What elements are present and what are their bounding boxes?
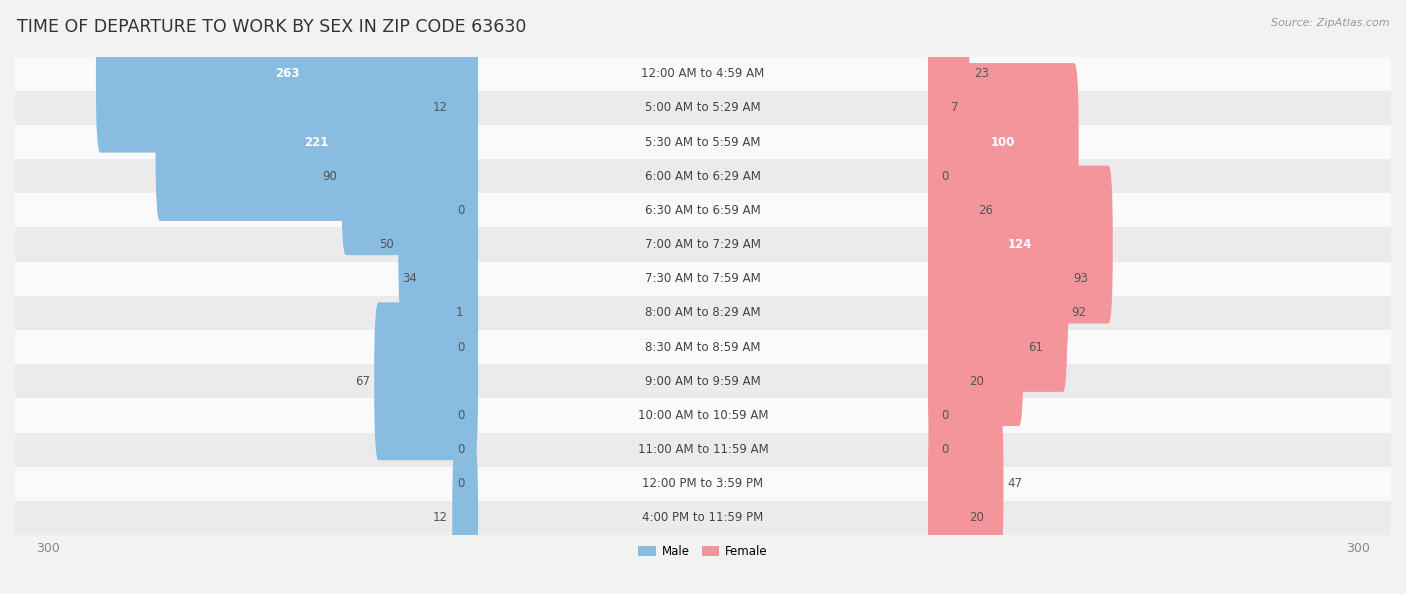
Text: 0: 0 — [457, 409, 465, 422]
Text: 20: 20 — [970, 511, 984, 525]
FancyBboxPatch shape — [342, 97, 478, 255]
Text: 100: 100 — [991, 135, 1015, 148]
Bar — [4, 364, 1402, 399]
FancyBboxPatch shape — [928, 29, 946, 187]
Text: 5:30 AM to 5:59 AM: 5:30 AM to 5:59 AM — [645, 135, 761, 148]
Text: 4:00 PM to 11:59 PM: 4:00 PM to 11:59 PM — [643, 511, 763, 525]
Bar — [4, 228, 1402, 261]
Text: 12:00 PM to 3:59 PM: 12:00 PM to 3:59 PM — [643, 478, 763, 490]
Text: 8:00 AM to 8:29 AM: 8:00 AM to 8:29 AM — [645, 307, 761, 320]
FancyBboxPatch shape — [928, 200, 1069, 358]
Text: Source: ZipAtlas.com: Source: ZipAtlas.com — [1271, 18, 1389, 28]
Text: 0: 0 — [941, 409, 949, 422]
Text: 0: 0 — [457, 443, 465, 456]
FancyBboxPatch shape — [398, 166, 478, 324]
FancyBboxPatch shape — [928, 439, 965, 594]
Text: 23: 23 — [974, 67, 988, 80]
Bar — [4, 56, 1402, 91]
FancyBboxPatch shape — [96, 0, 478, 153]
Text: 8:30 AM to 8:59 AM: 8:30 AM to 8:59 AM — [645, 340, 761, 353]
Text: 6:00 AM to 6:29 AM: 6:00 AM to 6:29 AM — [645, 170, 761, 183]
Text: 26: 26 — [979, 204, 993, 217]
Bar — [4, 432, 1402, 467]
Bar — [4, 467, 1402, 501]
Text: 7: 7 — [950, 102, 959, 115]
Text: 12:00 AM to 4:59 AM: 12:00 AM to 4:59 AM — [641, 67, 765, 80]
Text: 11:00 AM to 11:59 AM: 11:00 AM to 11:59 AM — [638, 443, 768, 456]
Text: 12: 12 — [433, 102, 449, 115]
FancyBboxPatch shape — [420, 200, 478, 358]
Text: 0: 0 — [941, 443, 949, 456]
Bar — [4, 91, 1402, 125]
FancyBboxPatch shape — [156, 63, 478, 221]
Text: 7:30 AM to 7:59 AM: 7:30 AM to 7:59 AM — [645, 272, 761, 285]
Text: 0: 0 — [941, 170, 949, 183]
FancyBboxPatch shape — [928, 405, 1004, 563]
Legend: Male, Female: Male, Female — [634, 540, 772, 563]
FancyBboxPatch shape — [453, 29, 478, 187]
FancyBboxPatch shape — [928, 0, 969, 153]
Text: 9:00 AM to 9:59 AM: 9:00 AM to 9:59 AM — [645, 375, 761, 388]
Text: TIME OF DEPARTURE TO WORK BY SEX IN ZIP CODE 63630: TIME OF DEPARTURE TO WORK BY SEX IN ZIP … — [17, 18, 526, 36]
Text: 124: 124 — [1008, 238, 1032, 251]
Bar — [4, 501, 1402, 535]
Text: 12: 12 — [433, 511, 449, 525]
Text: 93: 93 — [1073, 272, 1088, 285]
Text: 67: 67 — [354, 375, 370, 388]
Text: 1: 1 — [456, 307, 464, 320]
Text: 263: 263 — [274, 67, 299, 80]
Text: 47: 47 — [1008, 478, 1022, 490]
Text: 50: 50 — [380, 238, 394, 251]
FancyBboxPatch shape — [928, 302, 965, 460]
Text: 221: 221 — [305, 135, 329, 148]
Bar — [4, 193, 1402, 228]
Bar — [4, 330, 1402, 364]
Text: 5:00 AM to 5:29 AM: 5:00 AM to 5:29 AM — [645, 102, 761, 115]
Text: 0: 0 — [457, 340, 465, 353]
Text: 92: 92 — [1071, 307, 1087, 320]
Text: 20: 20 — [970, 375, 984, 388]
Text: 61: 61 — [1028, 340, 1043, 353]
Text: 0: 0 — [457, 204, 465, 217]
Bar — [4, 399, 1402, 432]
Text: 90: 90 — [322, 170, 337, 183]
FancyBboxPatch shape — [928, 268, 1024, 426]
Bar — [4, 296, 1402, 330]
FancyBboxPatch shape — [928, 234, 1067, 392]
Text: 34: 34 — [402, 272, 416, 285]
FancyBboxPatch shape — [374, 302, 478, 460]
FancyBboxPatch shape — [453, 439, 478, 594]
FancyBboxPatch shape — [928, 63, 1078, 221]
Text: 6:30 AM to 6:59 AM: 6:30 AM to 6:59 AM — [645, 204, 761, 217]
Bar — [4, 159, 1402, 193]
Bar — [4, 261, 1402, 296]
FancyBboxPatch shape — [928, 166, 1112, 324]
Bar — [4, 125, 1402, 159]
Text: 7:00 AM to 7:29 AM: 7:00 AM to 7:29 AM — [645, 238, 761, 251]
FancyBboxPatch shape — [468, 234, 478, 392]
Text: 0: 0 — [457, 478, 465, 490]
FancyBboxPatch shape — [928, 131, 973, 289]
Text: 10:00 AM to 10:59 AM: 10:00 AM to 10:59 AM — [638, 409, 768, 422]
